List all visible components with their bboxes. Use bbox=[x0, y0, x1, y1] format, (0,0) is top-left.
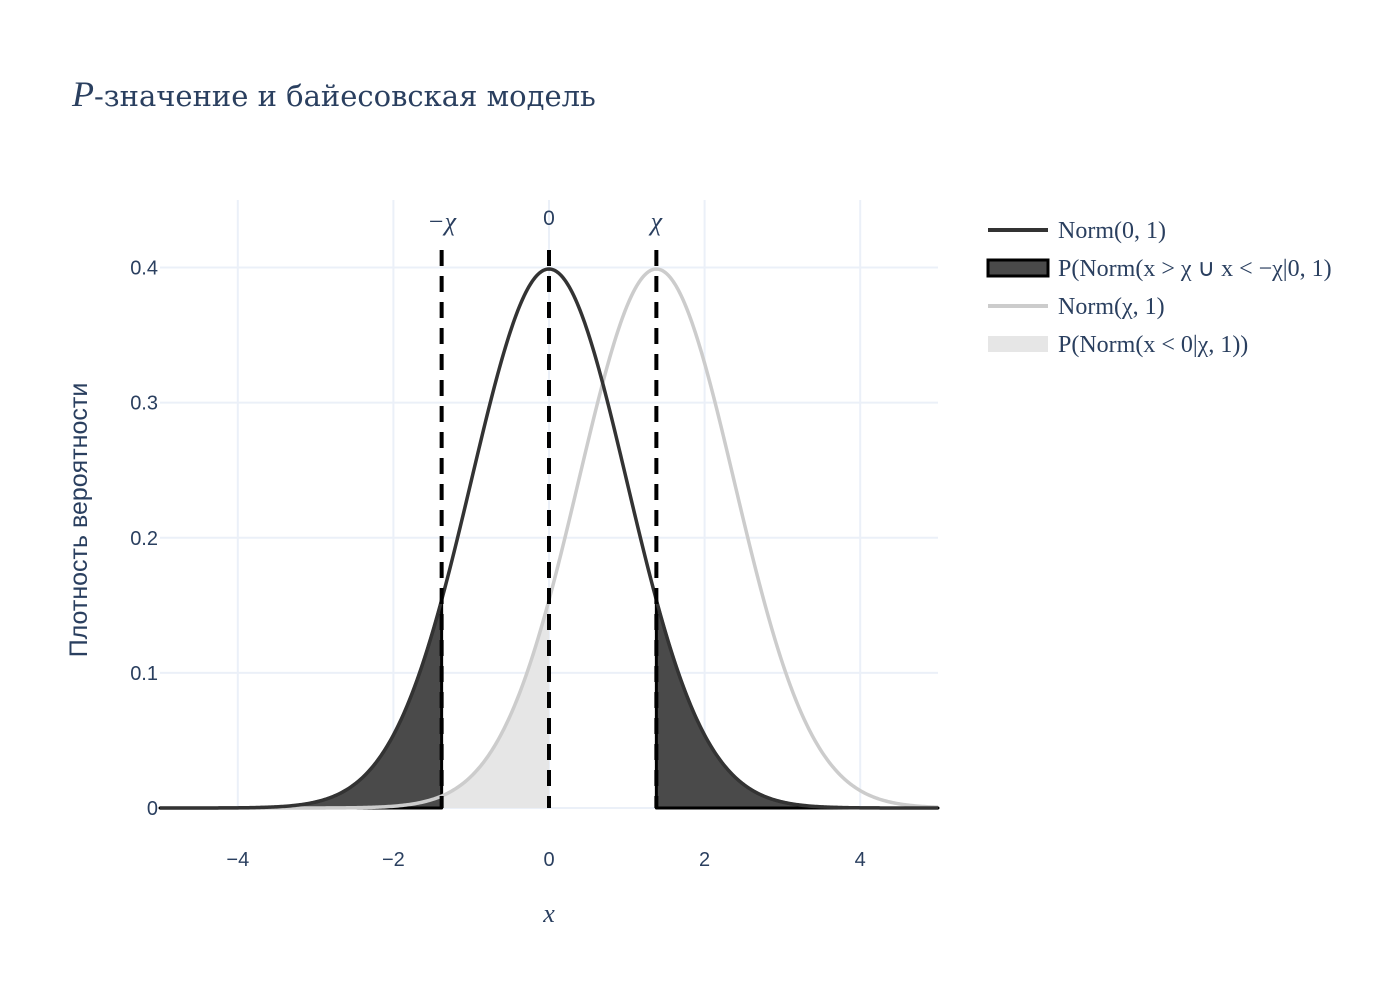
legend-label: Norm(0, 1) bbox=[1058, 218, 1166, 244]
vertical-lines: −χ 0 χ bbox=[427, 207, 663, 808]
legend-swatch bbox=[986, 258, 1050, 278]
x-tick-label: −2 bbox=[382, 849, 405, 871]
legend: Norm(0, 1) P(Norm(x > χ ∪ x < −χ|0, 1) Nor… bbox=[986, 218, 1332, 358]
y-axis-label: Плотность вероятности bbox=[65, 383, 93, 658]
y-tick-label: 0 bbox=[147, 798, 158, 820]
density-line bbox=[160, 267, 938, 810]
y-tick-label: 0.1 bbox=[130, 663, 158, 685]
x-tick-label: −4 bbox=[226, 849, 249, 871]
chart-title: P-значение и байесовская модель bbox=[71, 74, 596, 114]
legend-swatch bbox=[988, 336, 1048, 352]
legend-label: P(Norm(x < 0|χ, 1)) bbox=[1058, 332, 1248, 358]
vertical-line-label: 0 bbox=[543, 207, 555, 230]
vertical-line-label: χ bbox=[648, 207, 663, 236]
x-tick-label: 2 bbox=[699, 849, 710, 871]
y-tick-label: 0.2 bbox=[130, 528, 158, 550]
vertical-line-label: −χ bbox=[427, 207, 457, 236]
x-axis: −4 −2 0 2 4 bbox=[226, 849, 865, 871]
x-tick-label: 4 bbox=[855, 849, 866, 871]
x-tick-label: 0 bbox=[543, 849, 554, 871]
shaded-area bbox=[160, 600, 549, 808]
legend-label: Norm(χ, 1) bbox=[1058, 294, 1165, 320]
x-axis-label: x bbox=[542, 899, 555, 928]
shaded-area bbox=[158, 598, 444, 810]
legend-label: P(Norm(x > χ ∪ x < −χ|0, 1) bbox=[1058, 256, 1332, 282]
y-axis: 0 0.1 0.2 0.3 0.4 bbox=[130, 258, 158, 820]
y-tick-label: 0.3 bbox=[130, 393, 158, 415]
y-tick-label: 0.4 bbox=[130, 258, 158, 280]
